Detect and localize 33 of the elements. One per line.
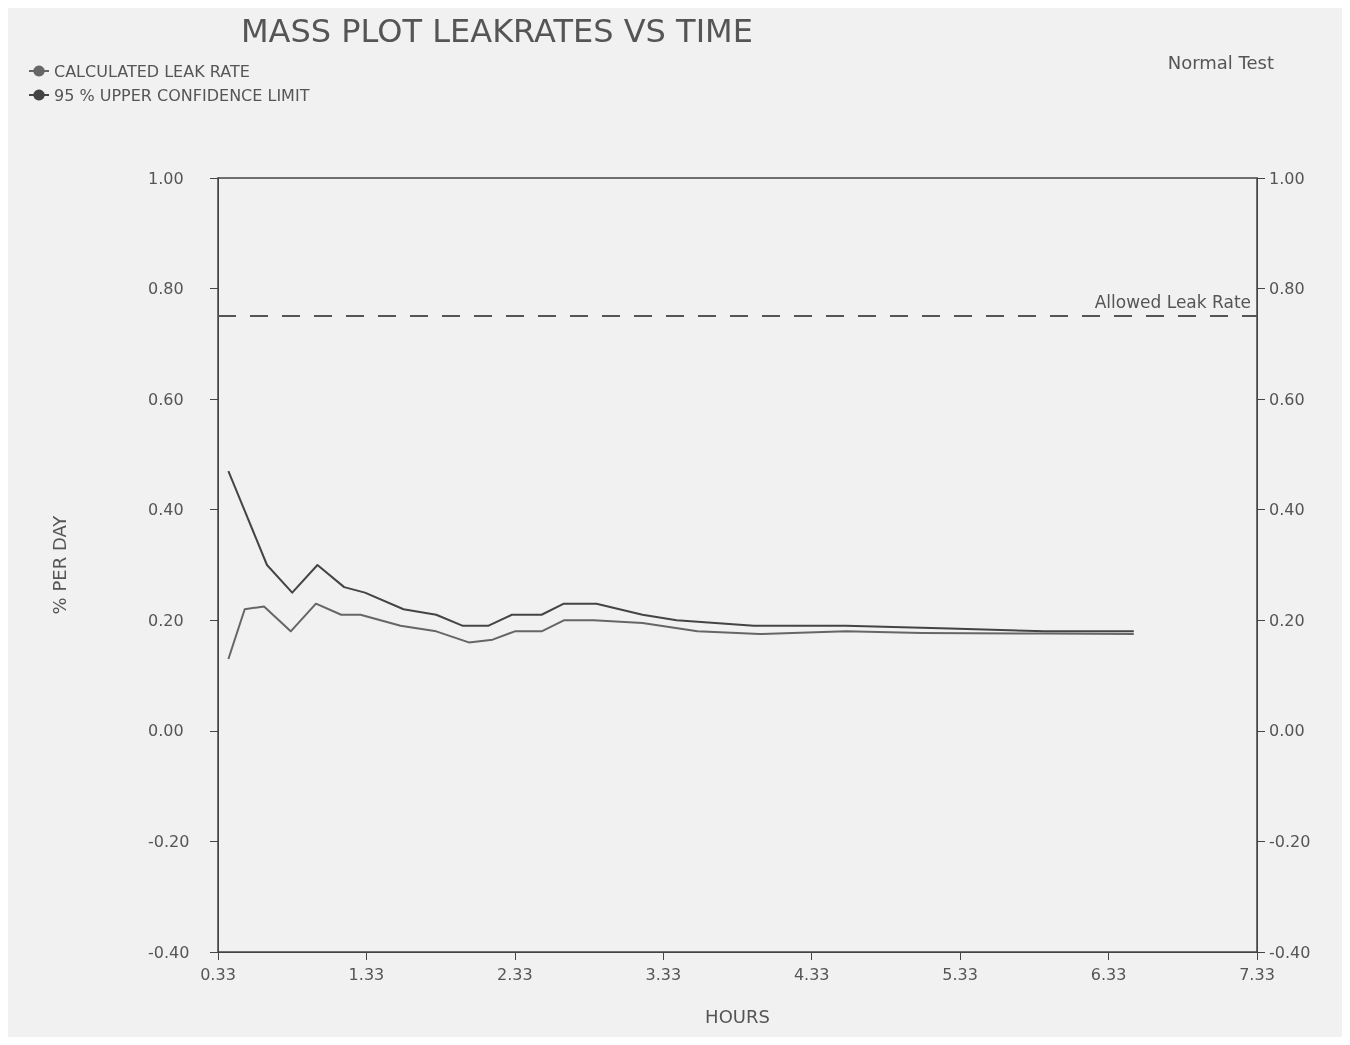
ref-line-label: Allowed Leak Rate xyxy=(1094,291,1251,312)
y2-tick-label: 0.20 xyxy=(1269,610,1305,630)
y2-tick-label: 0.80 xyxy=(1269,279,1305,299)
x-tick-label: 3.33 xyxy=(645,964,682,984)
line-series xyxy=(227,602,1135,660)
x-axis-title: HOURS xyxy=(705,1005,770,1027)
y-tick-label: 0.40 xyxy=(148,500,184,520)
text: Normal Test xyxy=(1167,51,1274,73)
y2-tick-label: -0.20 xyxy=(1269,831,1311,851)
x-tick-label: 2.33 xyxy=(497,964,533,984)
y-tick-label: 0.60 xyxy=(148,389,184,409)
y-tick-label: 0.20 xyxy=(148,610,184,630)
chart-title: MASS PLOT LEAKRATES VS TIME xyxy=(241,12,753,50)
y-tick-label: -0.20 xyxy=(148,831,190,851)
line-series xyxy=(227,470,1135,633)
y-tick-label: 0.00 xyxy=(148,721,184,741)
y2-tick-label: 0.40 xyxy=(1269,500,1305,520)
y2-tick-label: -0.40 xyxy=(1269,942,1311,962)
y2-tick-label: 1.00 xyxy=(1269,168,1305,188)
legend-label: 95 % UPPER CONFIDENCE LIMIT xyxy=(54,85,310,105)
x-tick-label: 6.33 xyxy=(1090,964,1127,984)
y2-tick-label: 0.00 xyxy=(1269,721,1305,741)
y-axis-title: % PER DAY xyxy=(48,514,70,615)
y-tick-label: 0.80 xyxy=(148,279,184,299)
legend-label: CALCULATED LEAK RATE xyxy=(54,61,250,81)
x-tick-label: 4.33 xyxy=(793,964,830,984)
y-tick-label: 1.00 xyxy=(148,168,184,188)
y-tick-label: -0.40 xyxy=(148,942,190,962)
x-tick-label: 0.33 xyxy=(200,964,236,984)
x-tick-label: 1.33 xyxy=(348,964,385,984)
x-tick-label: 5.33 xyxy=(942,964,978,984)
x-tick-label: 7.33 xyxy=(1239,964,1275,984)
y2-tick-label: 0.60 xyxy=(1269,389,1305,409)
